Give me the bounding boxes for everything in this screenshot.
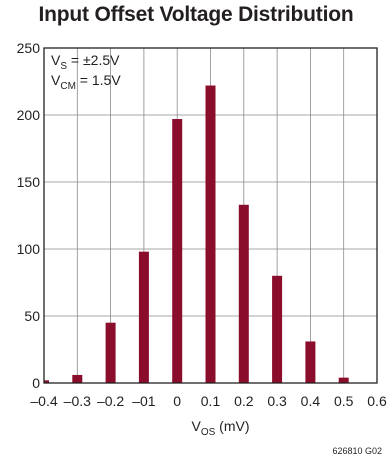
figure-code: 626810 G02 bbox=[332, 446, 382, 456]
x-tick-label-7: 0.3 bbox=[267, 393, 287, 409]
bar-9 bbox=[338, 377, 349, 383]
x-axis-label-sub: OS bbox=[201, 427, 216, 438]
annotation-vs-sub: S bbox=[60, 61, 67, 72]
x-tick-label-4: 0 bbox=[173, 393, 181, 409]
bar-6 bbox=[238, 204, 249, 383]
chart-title: Input Offset Voltage Distribution bbox=[38, 3, 354, 26]
annotation-vcm: VCM = 1.5V bbox=[51, 72, 121, 92]
y-tick-label-5: 250 bbox=[17, 40, 41, 56]
bar-2 bbox=[105, 322, 116, 383]
plot-frame bbox=[43, 47, 378, 384]
x-axis-label-main: V bbox=[191, 418, 201, 434]
x-tick-labels: –0.4 –0.3 –0.2 –01 0 0.1 0.2 0.3 0.4 0.5 0.6 bbox=[30, 393, 387, 409]
y-tick-label-0: 0 bbox=[32, 375, 40, 391]
bar-5 bbox=[205, 85, 216, 384]
x-tick-label-10: 0.6 bbox=[367, 393, 387, 409]
y-tick-label-3: 150 bbox=[17, 174, 41, 190]
x-tick-label-1: –0.3 bbox=[64, 393, 91, 409]
bar-0 bbox=[44, 380, 49, 383]
annotation-vcm-sub: CM bbox=[60, 81, 76, 92]
x-tick-label-9: 0.5 bbox=[334, 393, 354, 409]
x-tick-label-5: 0.1 bbox=[201, 393, 221, 409]
y-tick-label-4: 200 bbox=[17, 107, 41, 123]
annotation-vs: VS = ±2.5V bbox=[51, 52, 120, 72]
x-axis-label-rest: (mV) bbox=[215, 418, 249, 434]
bar-4 bbox=[172, 119, 183, 384]
y-tick-label-1: 50 bbox=[24, 308, 40, 324]
x-axis-label: VOS (mV) bbox=[191, 418, 249, 438]
x-tick-label-8: 0.4 bbox=[301, 393, 321, 409]
bar-3 bbox=[138, 251, 149, 383]
annotation-vs-rest: = ±2.5V bbox=[67, 52, 120, 68]
bar-1 bbox=[72, 374, 83, 383]
y-tick-labels: 0 50 100 150 200 250 bbox=[17, 40, 41, 391]
bar-8 bbox=[305, 341, 316, 383]
annotation-vs-main: V bbox=[51, 52, 61, 68]
x-tick-label-6: 0.2 bbox=[234, 393, 254, 409]
annotation-vcm-rest: = 1.5V bbox=[76, 72, 121, 88]
y-tick-label-2: 100 bbox=[17, 241, 41, 257]
x-tick-label-0: –0.4 bbox=[30, 393, 57, 409]
x-tick-label-3: –01 bbox=[132, 393, 156, 409]
x-tick-label-2: –0.2 bbox=[97, 393, 124, 409]
bar-7 bbox=[272, 275, 283, 383]
annotation-vcm-main: V bbox=[51, 72, 61, 88]
bars bbox=[44, 85, 349, 384]
